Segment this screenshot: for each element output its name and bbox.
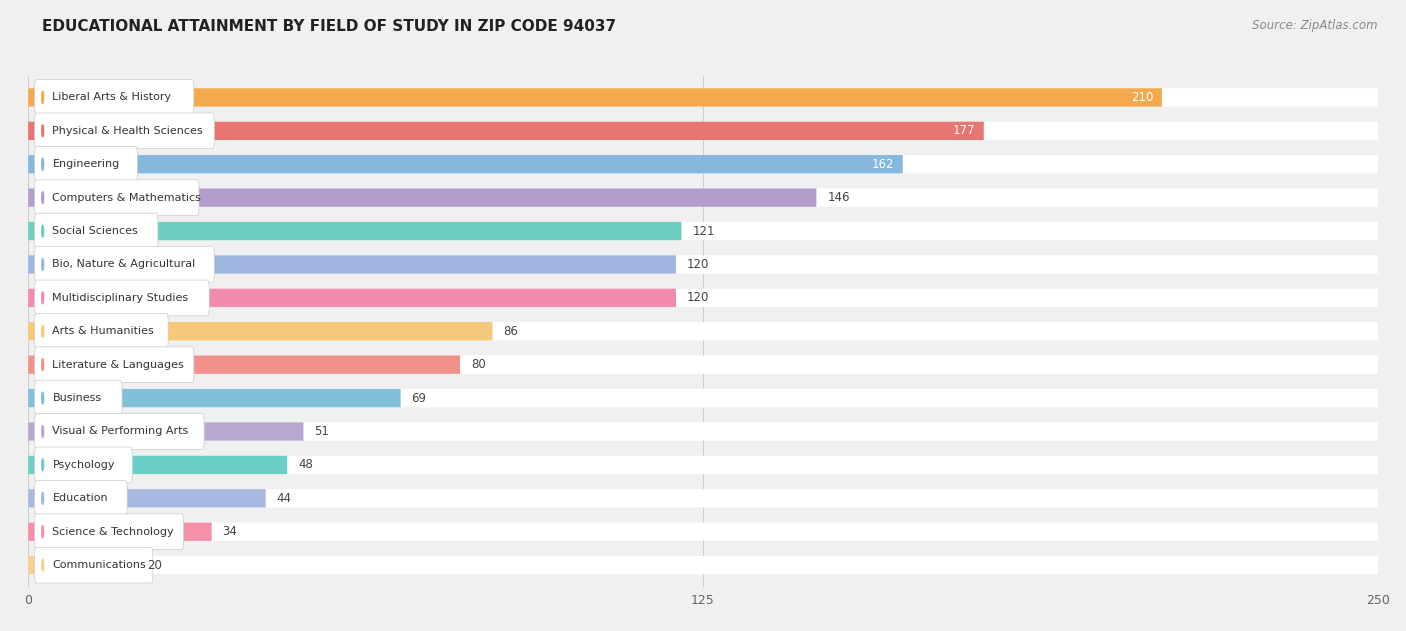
FancyBboxPatch shape <box>35 146 138 182</box>
FancyBboxPatch shape <box>35 247 214 282</box>
Circle shape <box>42 492 44 504</box>
Text: Liberal Arts & History: Liberal Arts & History <box>52 92 172 102</box>
Text: Science & Technology: Science & Technology <box>52 527 174 537</box>
Text: 146: 146 <box>827 191 849 204</box>
FancyBboxPatch shape <box>28 489 266 507</box>
FancyBboxPatch shape <box>28 422 1378 440</box>
FancyBboxPatch shape <box>28 322 492 341</box>
Text: 177: 177 <box>953 124 976 138</box>
Text: 51: 51 <box>315 425 329 438</box>
Text: 80: 80 <box>471 358 485 371</box>
Text: 69: 69 <box>412 392 426 404</box>
Text: 210: 210 <box>1132 91 1154 104</box>
FancyBboxPatch shape <box>28 355 1378 374</box>
FancyBboxPatch shape <box>28 88 1378 107</box>
FancyBboxPatch shape <box>35 414 204 449</box>
FancyBboxPatch shape <box>35 380 122 416</box>
Text: Visual & Performing Arts: Visual & Performing Arts <box>52 427 188 437</box>
FancyBboxPatch shape <box>28 322 1378 341</box>
Circle shape <box>42 359 44 370</box>
Text: EDUCATIONAL ATTAINMENT BY FIELD OF STUDY IN ZIP CODE 94037: EDUCATIONAL ATTAINMENT BY FIELD OF STUDY… <box>42 19 616 34</box>
FancyBboxPatch shape <box>28 189 817 207</box>
FancyBboxPatch shape <box>28 389 401 407</box>
FancyBboxPatch shape <box>28 122 1378 140</box>
FancyBboxPatch shape <box>35 180 200 215</box>
Circle shape <box>42 392 44 404</box>
FancyBboxPatch shape <box>35 80 194 115</box>
FancyBboxPatch shape <box>28 489 1378 507</box>
FancyBboxPatch shape <box>28 289 676 307</box>
Circle shape <box>42 259 44 271</box>
Text: Physical & Health Sciences: Physical & Health Sciences <box>52 126 202 136</box>
Circle shape <box>42 292 44 304</box>
FancyBboxPatch shape <box>28 189 1378 207</box>
FancyBboxPatch shape <box>28 289 1378 307</box>
Text: Psychology: Psychology <box>52 460 115 470</box>
FancyBboxPatch shape <box>28 522 1378 541</box>
FancyBboxPatch shape <box>35 514 184 550</box>
FancyBboxPatch shape <box>28 256 1378 274</box>
FancyBboxPatch shape <box>28 88 1161 107</box>
Text: 48: 48 <box>298 458 314 471</box>
FancyBboxPatch shape <box>35 347 194 382</box>
FancyBboxPatch shape <box>35 314 169 349</box>
Circle shape <box>42 425 44 437</box>
Text: Engineering: Engineering <box>52 159 120 169</box>
Text: Arts & Humanities: Arts & Humanities <box>52 326 155 336</box>
Circle shape <box>42 91 44 103</box>
Text: 120: 120 <box>686 258 709 271</box>
FancyBboxPatch shape <box>28 422 304 440</box>
Text: 120: 120 <box>686 292 709 304</box>
FancyBboxPatch shape <box>35 213 157 249</box>
Circle shape <box>42 326 44 337</box>
Circle shape <box>42 559 44 571</box>
Text: Literature & Languages: Literature & Languages <box>52 360 184 370</box>
Text: 20: 20 <box>146 558 162 572</box>
Text: 86: 86 <box>503 325 517 338</box>
Text: Business: Business <box>52 393 101 403</box>
Text: Bio, Nature & Agricultural: Bio, Nature & Agricultural <box>52 259 195 269</box>
FancyBboxPatch shape <box>28 222 1378 240</box>
FancyBboxPatch shape <box>28 155 903 174</box>
Text: Multidisciplinary Studies: Multidisciplinary Studies <box>52 293 188 303</box>
Text: Social Sciences: Social Sciences <box>52 226 138 236</box>
Text: Communications: Communications <box>52 560 146 570</box>
FancyBboxPatch shape <box>28 155 1378 174</box>
Circle shape <box>42 158 44 170</box>
FancyBboxPatch shape <box>28 256 676 274</box>
Text: 44: 44 <box>277 492 291 505</box>
FancyBboxPatch shape <box>35 547 153 583</box>
FancyBboxPatch shape <box>28 456 1378 474</box>
FancyBboxPatch shape <box>35 280 209 316</box>
Circle shape <box>42 192 44 204</box>
Text: Education: Education <box>52 493 108 504</box>
Text: Source: ZipAtlas.com: Source: ZipAtlas.com <box>1253 19 1378 32</box>
Circle shape <box>42 526 44 538</box>
FancyBboxPatch shape <box>28 389 1378 407</box>
Text: 34: 34 <box>222 525 238 538</box>
Text: Computers & Mathematics: Computers & Mathematics <box>52 192 201 203</box>
FancyBboxPatch shape <box>28 456 287 474</box>
Circle shape <box>42 125 44 137</box>
Text: 121: 121 <box>692 225 714 237</box>
Text: 162: 162 <box>872 158 894 171</box>
FancyBboxPatch shape <box>28 222 682 240</box>
Circle shape <box>42 459 44 471</box>
FancyBboxPatch shape <box>35 480 127 516</box>
FancyBboxPatch shape <box>28 522 212 541</box>
Circle shape <box>42 225 44 237</box>
FancyBboxPatch shape <box>35 113 214 149</box>
FancyBboxPatch shape <box>28 556 136 574</box>
FancyBboxPatch shape <box>35 447 132 483</box>
FancyBboxPatch shape <box>28 122 984 140</box>
FancyBboxPatch shape <box>28 556 1378 574</box>
FancyBboxPatch shape <box>28 355 460 374</box>
